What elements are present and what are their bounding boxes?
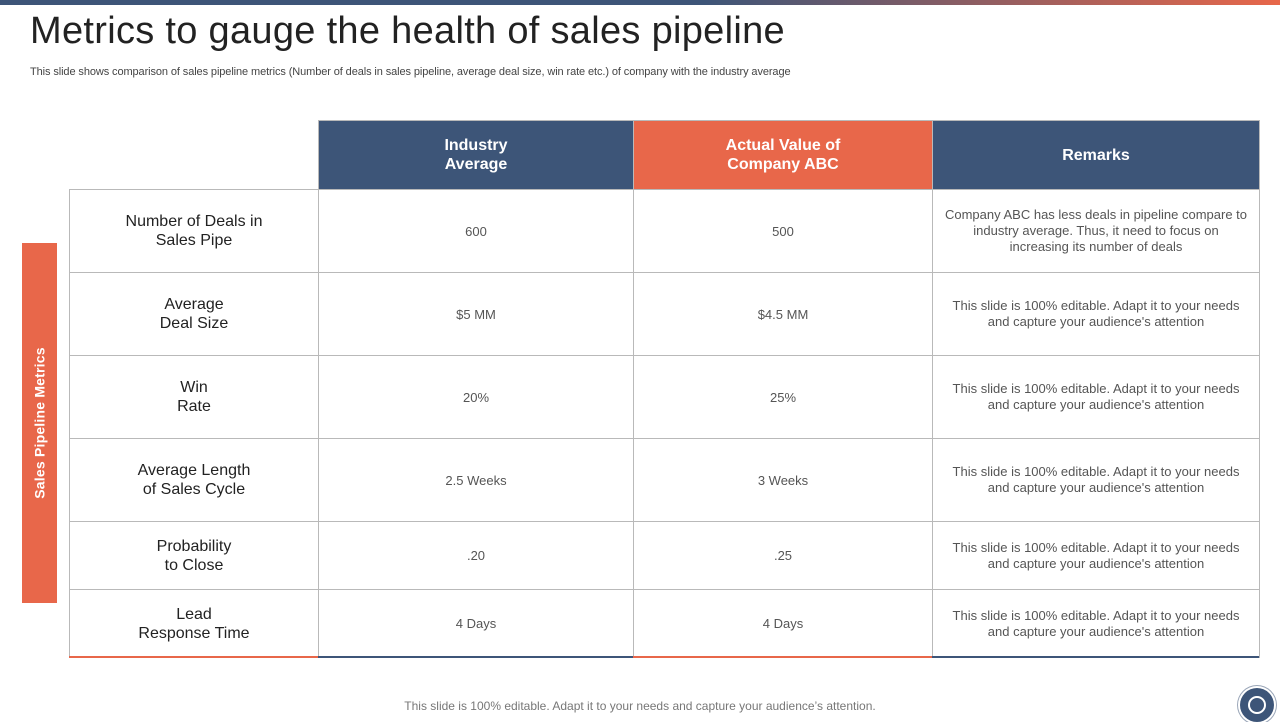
metric-name: Win Rate — [69, 355, 319, 439]
industry-value: .20 — [318, 521, 634, 590]
company-value: .25 — [633, 521, 933, 590]
remark-text: This slide is 100% editable. Adapt it to… — [932, 355, 1260, 439]
remark-text: This slide is 100% editable. Adapt it to… — [932, 438, 1260, 522]
metric-name: Lead Response Time — [69, 589, 319, 658]
remark-text: This slide is 100% editable. Adapt it to… — [932, 272, 1260, 356]
table-row: Number of Deals in Sales Pipe 600 500 Co… — [69, 189, 1260, 273]
metric-name: Probability to Close — [69, 521, 319, 590]
company-value: $4.5 MM — [633, 272, 933, 356]
metric-name: Average Deal Size — [69, 272, 319, 356]
header-industry-average: Industry Average — [318, 120, 634, 190]
metrics-table: Industry Average Actual Value of Company… — [69, 120, 1260, 658]
remark-text: Company ABC has less deals in pipeline c… — [932, 189, 1260, 273]
metric-name: Number of Deals in Sales Pipe — [69, 189, 319, 273]
company-value: 4 Days — [633, 589, 933, 658]
metric-name: Average Length of Sales Cycle — [69, 438, 319, 522]
table-row: Win Rate 20% 25% This slide is 100% edit… — [69, 355, 1260, 439]
table-bottom-accent-navy-right — [932, 656, 1259, 658]
footer-note: This slide is 100% editable. Adapt it to… — [404, 699, 876, 713]
table-bottom-accent-navy-left — [69, 656, 318, 658]
company-value: 3 Weeks — [633, 438, 933, 522]
top-accent-bar — [0, 0, 1280, 5]
industry-value: 4 Days — [318, 589, 634, 658]
company-value: 500 — [633, 189, 933, 273]
table-row: Average Deal Size $5 MM $4.5 MM This sli… — [69, 272, 1260, 356]
industry-value: $5 MM — [318, 272, 634, 356]
table-bottom-accent-navy — [318, 656, 633, 658]
company-value: 25% — [633, 355, 933, 439]
industry-value: 2.5 Weeks — [318, 438, 634, 522]
table-header-row: Industry Average Actual Value of Company… — [70, 120, 1260, 190]
header-remarks: Remarks — [932, 120, 1260, 190]
circle-logo-icon — [1240, 688, 1274, 722]
remark-text: This slide is 100% editable. Adapt it to… — [932, 521, 1260, 590]
header-company-value: Actual Value of Company ABC — [633, 120, 933, 190]
table-row: Average Length of Sales Cycle 2.5 Weeks … — [69, 438, 1260, 522]
industry-value: 600 — [318, 189, 634, 273]
page-subtitle: This slide shows comparison of sales pip… — [30, 66, 791, 78]
remark-text: This slide is 100% editable. Adapt it to… — [932, 589, 1260, 658]
industry-value: 20% — [318, 355, 634, 439]
sidebar-label-box: Sales Pipeline Metrics — [22, 243, 57, 603]
table-row: Probability to Close .20 .25 This slide … — [69, 521, 1260, 590]
page-title: Metrics to gauge the health of sales pip… — [30, 10, 785, 52]
header-empty-cell — [70, 121, 319, 190]
sidebar-label: Sales Pipeline Metrics — [31, 347, 48, 499]
table-bottom-accent-orange — [633, 656, 932, 658]
table-row: Lead Response Time 4 Days 4 Days This sl… — [69, 589, 1260, 658]
